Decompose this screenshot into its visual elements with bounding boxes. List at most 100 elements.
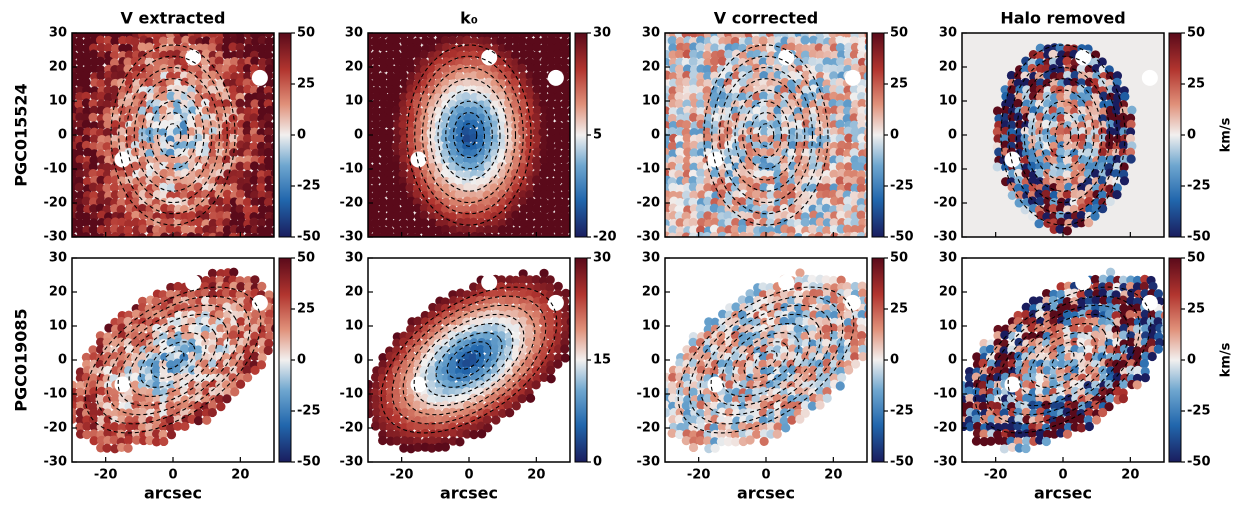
map-cell bbox=[752, 190, 761, 199]
x-tick-label: 0 bbox=[168, 468, 177, 483]
map-cell bbox=[469, 430, 478, 439]
map-cell bbox=[815, 64, 824, 73]
map-cell bbox=[553, 360, 562, 369]
masked-star bbox=[411, 376, 427, 392]
map-cell bbox=[857, 211, 866, 220]
x-tick-label: 20 bbox=[231, 468, 249, 483]
y-tick-label: 10 bbox=[49, 94, 67, 109]
map-cell bbox=[250, 366, 259, 375]
y-tick-label: -20 bbox=[44, 421, 68, 436]
map-cell bbox=[807, 91, 816, 100]
y-tick-label: 30 bbox=[49, 251, 67, 266]
colorbar-tick-label: -20 bbox=[593, 230, 617, 245]
colorbar-tick-label: -25 bbox=[890, 179, 914, 194]
map-cell bbox=[455, 190, 464, 199]
map-cell bbox=[250, 161, 259, 170]
map-cell bbox=[505, 408, 514, 417]
map-cell bbox=[1127, 154, 1136, 163]
map-cell bbox=[202, 416, 211, 425]
masked-star bbox=[845, 70, 861, 86]
y-tick-label: 20 bbox=[642, 60, 660, 75]
colorbar bbox=[279, 258, 291, 462]
map-cell bbox=[462, 57, 471, 66]
colorbar-tick-label: 5 bbox=[593, 128, 602, 143]
map-cell bbox=[808, 224, 817, 233]
map-cell bbox=[1098, 204, 1107, 213]
map bbox=[660, 28, 874, 242]
map bbox=[363, 29, 577, 243]
map-cell bbox=[689, 388, 698, 397]
colorbar-tick-label: -25 bbox=[297, 404, 321, 419]
map-cell bbox=[851, 359, 860, 368]
map-cell bbox=[863, 148, 872, 157]
colorbar-tick-label: 30 bbox=[593, 26, 611, 41]
y-tick-label: -10 bbox=[44, 387, 68, 402]
map-cell bbox=[180, 422, 189, 431]
map-cell bbox=[993, 162, 1002, 171]
map-cell bbox=[420, 210, 429, 219]
map-cell bbox=[378, 189, 387, 198]
map-cell bbox=[532, 380, 541, 389]
map-cell bbox=[779, 366, 788, 375]
map-cell bbox=[682, 120, 691, 129]
panel-title: V corrected bbox=[714, 9, 819, 28]
masked-star bbox=[115, 376, 131, 392]
map-cell bbox=[1112, 85, 1121, 94]
y-tick-label: -20 bbox=[340, 421, 364, 436]
map-cell bbox=[844, 365, 853, 374]
map-cell bbox=[229, 268, 238, 277]
colorbar-tick-label: 50 bbox=[297, 26, 315, 41]
masked-star bbox=[1075, 49, 1091, 65]
map-cell bbox=[152, 204, 161, 213]
map-cell bbox=[194, 416, 203, 425]
map-cell bbox=[216, 402, 225, 411]
map-cell bbox=[837, 373, 846, 382]
panel-title: k₀ bbox=[460, 9, 478, 28]
map-cell bbox=[717, 189, 726, 198]
map-cell bbox=[201, 331, 210, 340]
y-tick-label: 20 bbox=[49, 285, 67, 300]
map bbox=[962, 33, 1164, 237]
x-axis-label: arcsec bbox=[440, 484, 498, 502]
masked-star bbox=[778, 49, 794, 65]
map-cell bbox=[491, 233, 500, 242]
y-tick-label: 20 bbox=[939, 60, 957, 75]
y-tick-label: 10 bbox=[345, 319, 363, 334]
masked-star bbox=[548, 70, 564, 86]
y-tick-label: 10 bbox=[939, 94, 957, 109]
map-cell bbox=[75, 183, 84, 192]
x-tick-label: 20 bbox=[527, 468, 545, 483]
map-cell bbox=[427, 373, 436, 382]
y-tick-label: -30 bbox=[44, 230, 68, 245]
map-cell bbox=[795, 268, 804, 277]
y-tick-label: 0 bbox=[58, 353, 67, 368]
map-cell bbox=[814, 127, 823, 136]
map-cell bbox=[800, 36, 809, 45]
masked-star bbox=[481, 274, 497, 290]
map-cell bbox=[124, 436, 133, 445]
y-tick-label: -10 bbox=[934, 162, 958, 177]
map-cell bbox=[689, 57, 698, 66]
map-cell bbox=[517, 64, 526, 73]
y-tick-label: 0 bbox=[354, 128, 363, 143]
map-cell bbox=[145, 190, 154, 199]
map-cell bbox=[1034, 219, 1043, 228]
map-cell bbox=[102, 444, 111, 453]
map-cell bbox=[159, 437, 168, 446]
map-cell bbox=[836, 381, 845, 390]
row-label: PGC019085 bbox=[12, 308, 31, 411]
masked-star bbox=[778, 274, 794, 290]
x-tick-label: 20 bbox=[824, 468, 842, 483]
map-cell bbox=[172, 231, 181, 240]
map-cell bbox=[864, 72, 873, 81]
row-label: PGC015524 bbox=[12, 83, 31, 186]
colorbar-tick-label: 50 bbox=[297, 251, 315, 266]
map-cell bbox=[518, 394, 527, 403]
map-cell bbox=[455, 437, 464, 446]
colorbar-tick-label: -50 bbox=[297, 230, 321, 245]
map-cell bbox=[138, 224, 147, 233]
y-tick-label: 10 bbox=[642, 319, 660, 334]
y-tick-label: 20 bbox=[345, 285, 363, 300]
